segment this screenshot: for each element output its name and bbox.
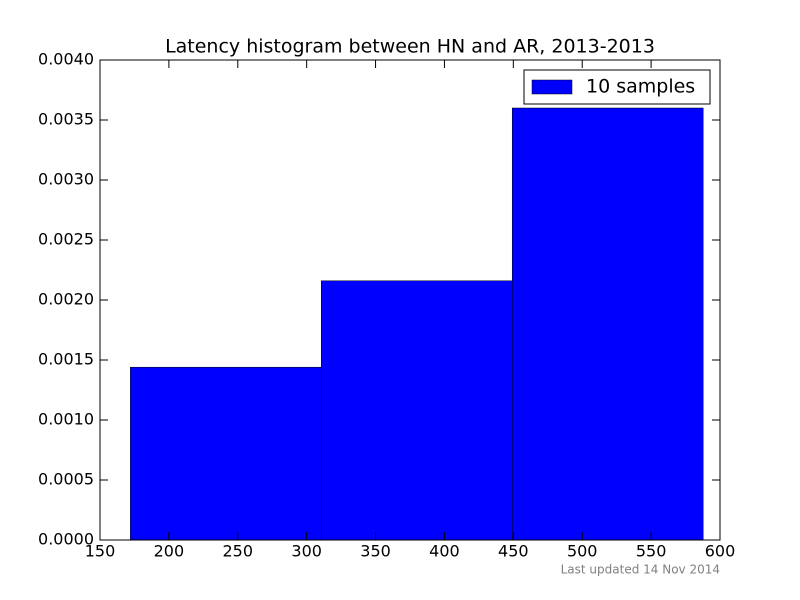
x-tick-label: 250	[223, 542, 254, 561]
legend-label: 10 samples	[586, 76, 695, 98]
chart-title: Latency histogram between HN and AR, 201…	[165, 36, 655, 58]
x-tick-label: 450	[498, 542, 529, 561]
x-tick-label: 550	[636, 542, 667, 561]
x-tick-label: 500	[567, 542, 598, 561]
y-tick-label: 0.0025	[38, 230, 94, 249]
x-tick-label: 150	[85, 542, 116, 561]
y-tick-label: 0.0030	[38, 170, 94, 189]
y-tick-label: 0.0015	[38, 350, 94, 369]
x-tick-label: 400	[429, 542, 460, 561]
footnote: Last updated 14 Nov 2014	[561, 563, 720, 577]
x-tick-label: 350	[360, 542, 391, 561]
y-tick-label: 0.0020	[38, 290, 94, 309]
y-tick-label: 0.0000	[38, 530, 94, 549]
x-tick-label: 600	[705, 542, 736, 561]
bar	[511, 107, 704, 541]
bar	[130, 366, 322, 541]
legend-swatch	[531, 79, 573, 95]
y-tick-label: 0.0010	[38, 410, 94, 429]
y-tick-label: 0.0005	[38, 470, 94, 489]
x-tick-label: 200	[154, 542, 185, 561]
y-tick-label: 0.0035	[38, 110, 94, 129]
y-tick-label: 0.0040	[38, 50, 94, 69]
x-tick-label: 300	[291, 542, 322, 561]
bar	[321, 280, 513, 541]
